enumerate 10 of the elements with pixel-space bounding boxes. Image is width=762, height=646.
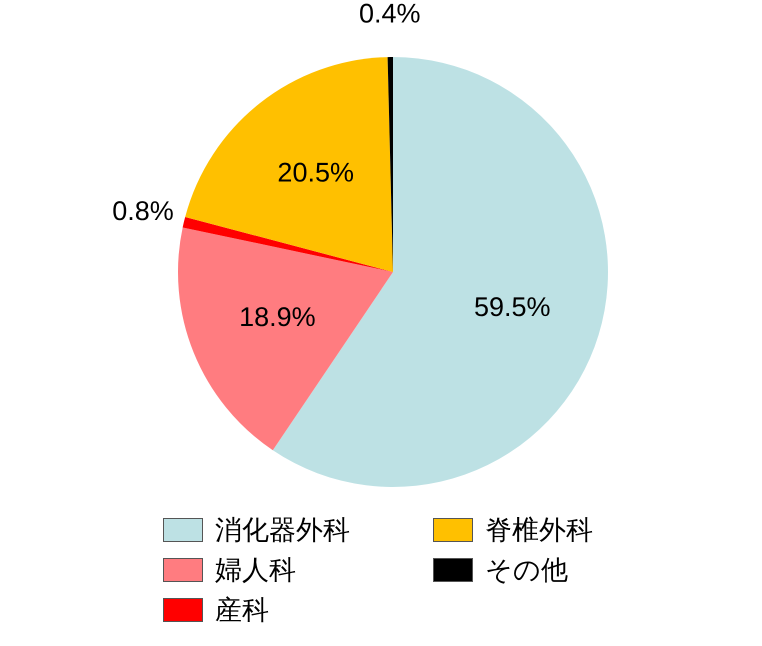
data-label: 0.4%: [359, 0, 421, 28]
legend-label: 婦人科: [215, 554, 296, 587]
data-label: 0.8%: [112, 196, 174, 226]
legend-label: 脊椎外科: [485, 514, 593, 547]
legend-label: 産科: [215, 594, 269, 627]
legend-label: その他: [485, 554, 568, 587]
data-label: 18.9%: [239, 302, 316, 332]
data-label: 20.5%: [277, 158, 354, 188]
legend-label: 消化器外科: [215, 514, 350, 547]
data-label: 59.5%: [474, 292, 551, 322]
